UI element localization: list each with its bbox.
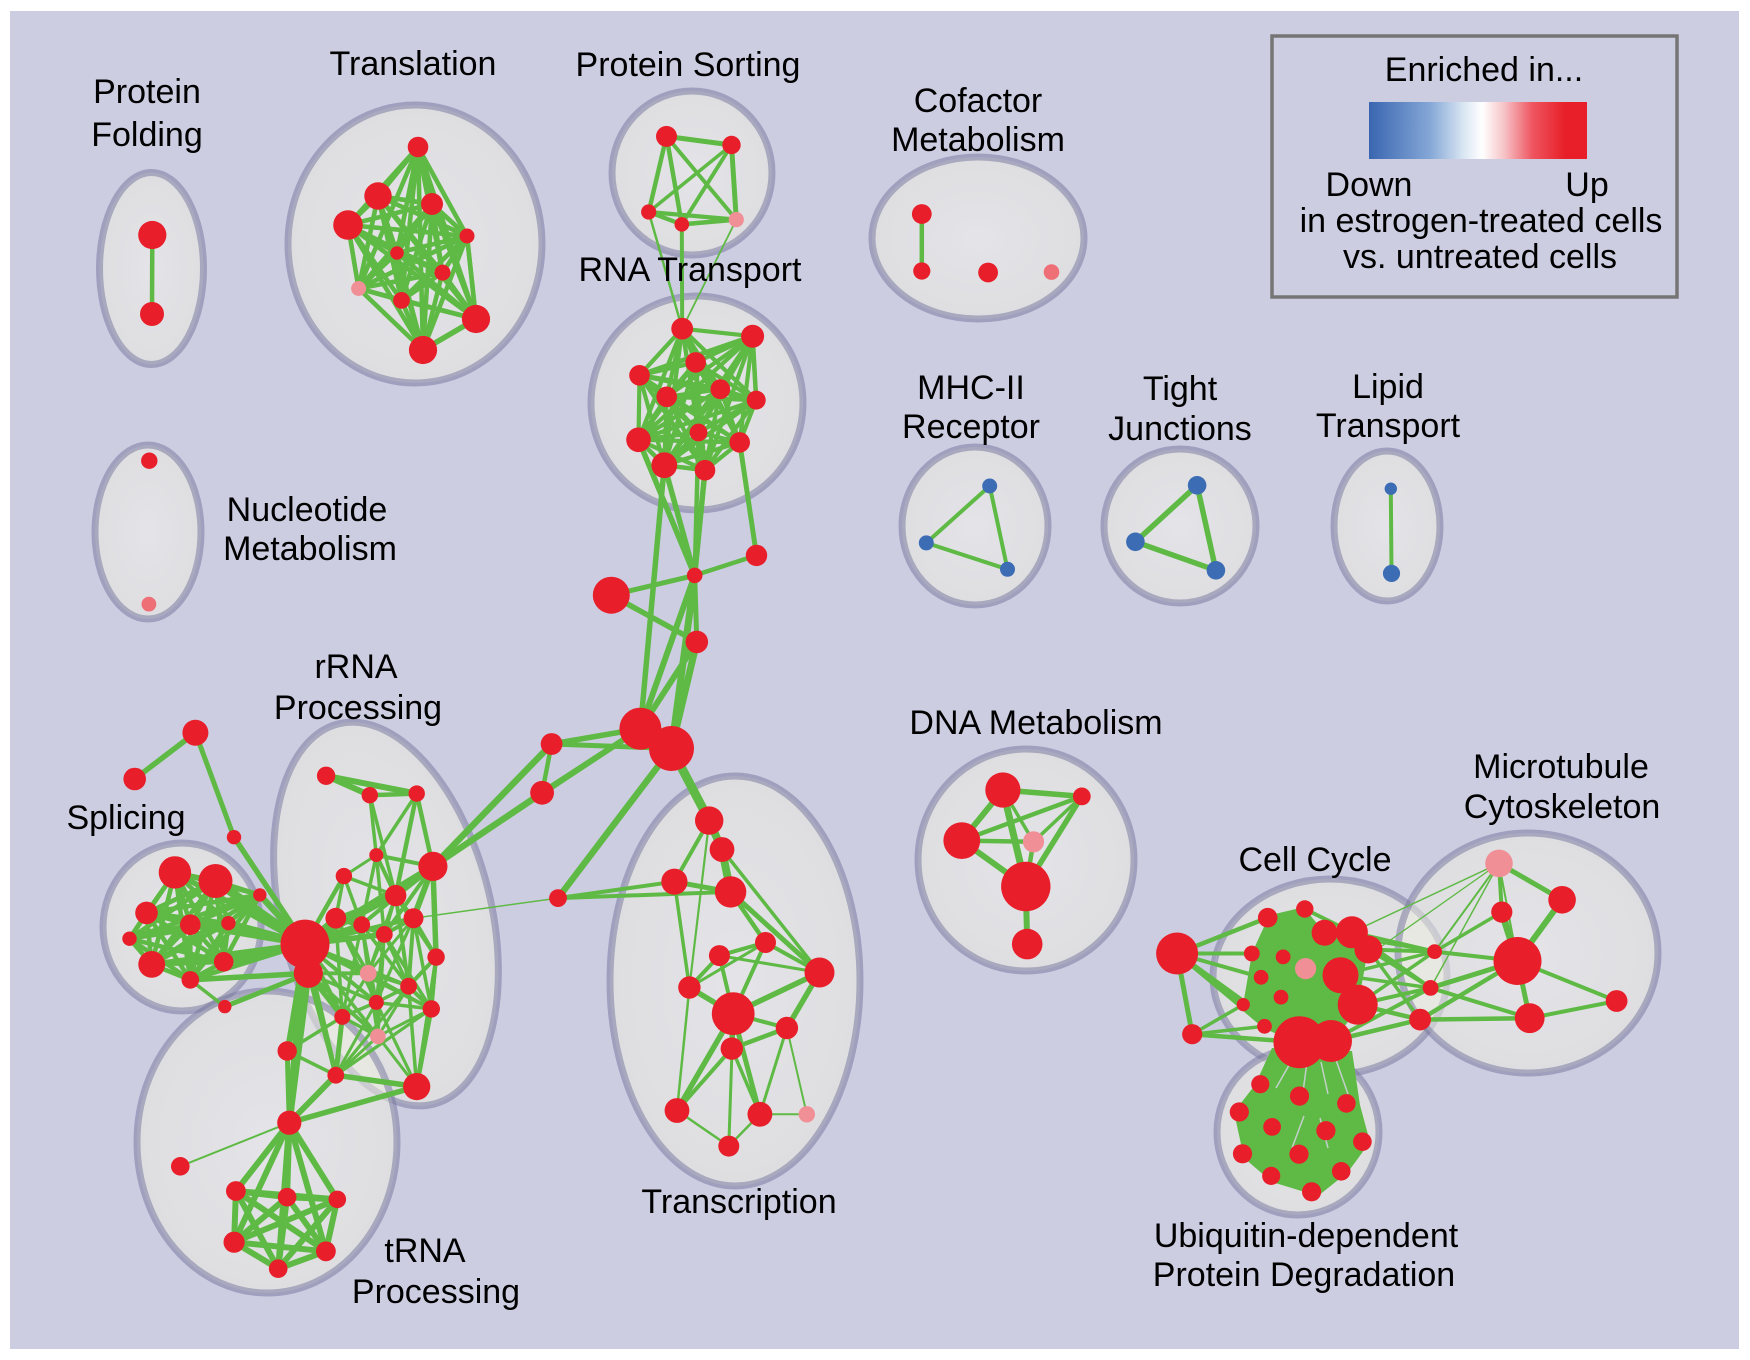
svg-text:Tight: Tight: [1143, 370, 1218, 408]
svg-text:Nucleotide: Nucleotide: [227, 491, 388, 529]
svg-text:Processing: Processing: [274, 689, 442, 727]
svg-text:Cytoskeleton: Cytoskeleton: [1464, 788, 1661, 826]
svg-text:Splicing: Splicing: [66, 799, 185, 837]
svg-text:tRNA: tRNA: [384, 1232, 466, 1270]
svg-text:DNA Metabolism: DNA Metabolism: [909, 704, 1162, 742]
svg-text:vs. untreated cells: vs. untreated cells: [1343, 238, 1617, 276]
svg-text:Folding: Folding: [91, 116, 203, 154]
svg-text:Receptor: Receptor: [902, 408, 1040, 446]
svg-text:Down: Down: [1326, 166, 1413, 204]
svg-text:Processing: Processing: [352, 1273, 520, 1311]
svg-text:Protein Sorting: Protein Sorting: [576, 46, 801, 84]
svg-text:Metabolism: Metabolism: [891, 121, 1065, 159]
svg-text:Up: Up: [1565, 166, 1608, 204]
svg-text:Ubiquitin-dependent: Ubiquitin-dependent: [1154, 1217, 1459, 1255]
svg-text:rRNA: rRNA: [314, 648, 397, 686]
svg-text:Protein Degradation: Protein Degradation: [1153, 1256, 1455, 1294]
svg-text:Protein: Protein: [93, 73, 201, 111]
svg-text:MHC-II: MHC-II: [917, 369, 1025, 407]
svg-text:Enriched in...: Enriched in...: [1385, 51, 1583, 89]
svg-text:Transport: Transport: [1316, 407, 1461, 445]
svg-text:Metabolism: Metabolism: [223, 530, 397, 568]
svg-text:Lipid: Lipid: [1352, 368, 1424, 406]
svg-text:Junctions: Junctions: [1108, 410, 1252, 448]
svg-text:in estrogen-treated cells: in estrogen-treated cells: [1300, 202, 1663, 240]
svg-text:RNA Transport: RNA Transport: [579, 251, 803, 289]
svg-text:Cofactor: Cofactor: [914, 82, 1043, 120]
svg-text:Microtubule: Microtubule: [1473, 748, 1649, 786]
svg-text:Cell Cycle: Cell Cycle: [1238, 841, 1391, 879]
svg-text:Transcription: Transcription: [641, 1183, 836, 1221]
svg-text:Translation: Translation: [330, 45, 497, 83]
